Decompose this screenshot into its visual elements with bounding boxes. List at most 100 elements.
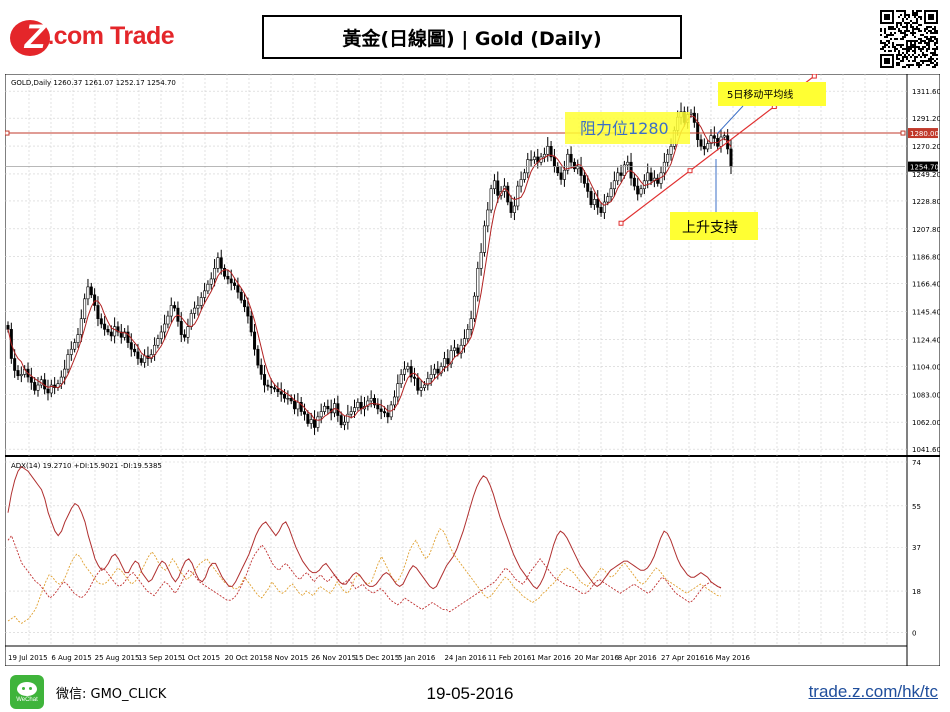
qr-module xyxy=(936,30,938,32)
qr-module xyxy=(898,44,900,46)
qr-module xyxy=(928,60,930,62)
candle-body xyxy=(126,331,130,343)
qr-module xyxy=(904,48,906,50)
qr-module xyxy=(896,58,898,60)
candle-body xyxy=(13,358,17,371)
date-tick-label: 13 Sep 2015 xyxy=(138,654,182,662)
qr-module xyxy=(894,32,896,34)
qr-module xyxy=(918,28,920,30)
price-tick-label: 1207.80 xyxy=(912,226,940,234)
date-tick-label: 20 Mar 2016 xyxy=(574,654,619,662)
indicator-tick-label: 74 xyxy=(912,459,921,467)
indicator-tick-label: 18 xyxy=(912,588,921,596)
qr-module xyxy=(912,40,914,42)
qr-module xyxy=(926,60,928,62)
resistance-callout-box xyxy=(565,112,690,144)
candle-body xyxy=(213,268,217,280)
qr-module xyxy=(880,28,882,30)
qr-module xyxy=(900,24,902,26)
qr-module xyxy=(912,30,914,32)
candle-body xyxy=(246,306,250,317)
candle-body xyxy=(33,382,37,391)
qr-module xyxy=(914,22,916,24)
indicator-header: ADX(14) 19.2710 +DI:15.9021 -DI:19.5385 xyxy=(11,462,162,470)
qr-module xyxy=(916,64,918,66)
candle-body xyxy=(29,376,33,383)
qr-module xyxy=(904,32,906,34)
qr-module xyxy=(904,22,906,24)
qr-module xyxy=(916,10,918,12)
qr-module xyxy=(902,38,904,40)
price-tick-label: 1166.40 xyxy=(912,281,940,289)
logo-dot: . xyxy=(48,24,54,49)
candle-body xyxy=(69,348,73,355)
qr-module xyxy=(934,50,936,52)
qr-module xyxy=(904,16,906,18)
qr-module xyxy=(902,66,904,68)
candle-body xyxy=(656,177,660,184)
candle-body xyxy=(469,318,473,330)
qr-module xyxy=(880,40,882,42)
qr-module xyxy=(918,42,920,44)
candle-body xyxy=(542,153,546,158)
qr-finder-core xyxy=(884,58,890,64)
candle-body xyxy=(609,188,613,198)
qr-module xyxy=(908,22,910,24)
candle-body xyxy=(73,342,77,350)
qr-module xyxy=(892,42,894,44)
qr-module xyxy=(900,32,902,34)
qr-module xyxy=(898,64,900,66)
qr-module xyxy=(912,50,914,52)
qr-module xyxy=(928,46,930,48)
candle-body xyxy=(289,397,293,402)
qr-module xyxy=(924,46,926,48)
qr-module xyxy=(908,64,910,66)
qr-module xyxy=(888,28,890,30)
qr-module xyxy=(900,46,902,48)
candle-body xyxy=(186,326,190,338)
candle-body xyxy=(482,225,486,253)
qr-module xyxy=(912,64,914,66)
qr-module xyxy=(900,38,902,40)
qr-module xyxy=(914,12,916,14)
qr-module xyxy=(896,22,898,24)
qr-module xyxy=(906,44,908,46)
qr-module xyxy=(912,32,914,34)
candle-body xyxy=(173,305,177,309)
qr-module xyxy=(894,50,896,52)
qr-module xyxy=(924,36,926,38)
candle-body xyxy=(293,400,297,410)
qr-module xyxy=(936,54,938,56)
qr-module xyxy=(924,40,926,42)
candle-body xyxy=(592,199,596,205)
qr-module xyxy=(892,28,894,30)
candle-body xyxy=(353,407,357,412)
qr-module xyxy=(890,32,892,34)
website-link[interactable]: trade.z.com/hk/tc xyxy=(808,682,938,701)
candle-body xyxy=(719,136,723,147)
candle-body xyxy=(396,383,400,398)
qr-finder-core xyxy=(928,14,934,20)
qr-module xyxy=(898,28,900,30)
candle-body xyxy=(692,112,696,123)
candle-body xyxy=(199,297,203,306)
price-tick-label: 1124.40 xyxy=(912,336,940,344)
candle-body xyxy=(123,331,127,338)
candle-body xyxy=(529,159,533,161)
qr-module xyxy=(930,62,932,64)
qr-module xyxy=(910,26,912,28)
qr-module xyxy=(928,64,930,66)
qr-module xyxy=(880,34,882,36)
candle-body xyxy=(569,153,573,163)
date-tick-label: 8 Apr 2016 xyxy=(618,654,657,662)
candle-body xyxy=(286,397,290,400)
logo-z-circle xyxy=(10,20,50,56)
qr-module xyxy=(912,54,914,56)
candle-body xyxy=(629,161,633,179)
qr-module xyxy=(910,24,912,26)
candle-body xyxy=(632,177,636,187)
qr-module xyxy=(936,32,938,34)
qr-module xyxy=(896,54,898,56)
qr-module xyxy=(890,50,892,52)
qr-module xyxy=(930,58,932,60)
